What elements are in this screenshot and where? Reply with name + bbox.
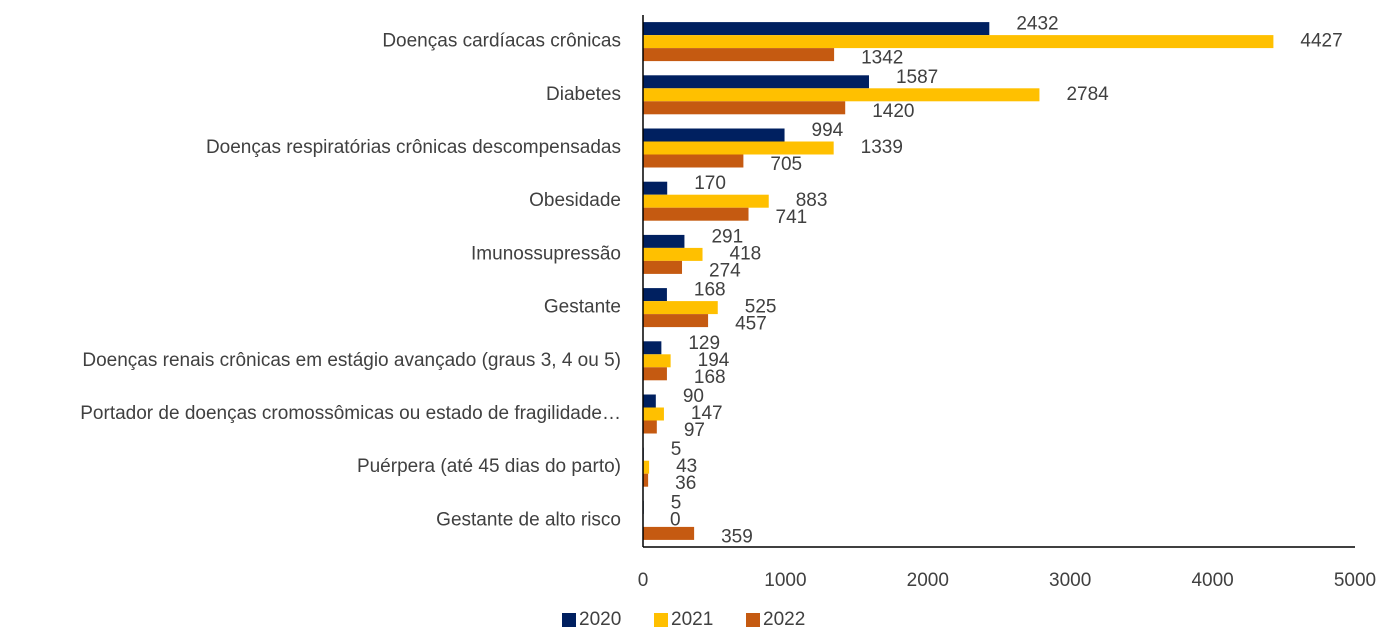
data-label: 741 (776, 207, 808, 228)
data-label: 97 (684, 420, 705, 441)
bar (643, 460, 650, 474)
data-label: 1587 (896, 67, 938, 88)
bar (643, 234, 685, 248)
category-label: Gestante de alto risco (436, 509, 621, 530)
category-label: Imunossupressão (471, 243, 621, 264)
category-label: Puérpera (até 45 dias do parto) (357, 456, 621, 477)
bar (643, 260, 683, 274)
bar (643, 314, 709, 328)
bar (643, 341, 662, 355)
bar (643, 128, 785, 142)
x-tick-label: 3000 (1049, 570, 1091, 591)
data-label: 0 (670, 509, 681, 530)
data-label: 291 (711, 226, 743, 247)
bar (643, 288, 667, 302)
data-label: 129 (688, 333, 720, 354)
category-label: Doenças cardíacas crônicas (382, 31, 621, 52)
data-label: 1420 (872, 101, 914, 122)
x-tick-label: 4000 (1191, 570, 1233, 591)
bar (643, 154, 744, 168)
x-tick-label: 0 (638, 570, 649, 591)
data-label: 883 (796, 190, 828, 211)
bar (643, 35, 1274, 49)
data-label: 36 (675, 473, 696, 494)
bar (643, 101, 846, 115)
category-label: Gestante (544, 297, 621, 318)
legend-label: 2022 (763, 609, 805, 627)
data-label: 2432 (1016, 14, 1058, 35)
legend-swatch (562, 613, 576, 627)
x-tick-label: 2000 (907, 570, 949, 591)
bar (643, 141, 834, 155)
bar (643, 22, 990, 36)
data-label: 5 (671, 439, 682, 460)
x-tick-label: 5000 (1334, 570, 1376, 591)
bar (643, 194, 769, 208)
category-label: Doenças renais crônicas em estágio avanç… (82, 350, 621, 371)
bar (643, 181, 668, 195)
data-label: 4427 (1300, 31, 1342, 52)
data-label: 43 (676, 456, 697, 477)
category-label: Portador de doenças cromossômicas ou est… (80, 403, 621, 424)
bar (643, 473, 649, 487)
data-label: 168 (694, 280, 726, 301)
bar (643, 207, 749, 221)
category-label: Doenças respiratórias crônicas descompen… (206, 137, 621, 158)
data-label: 90 (683, 386, 704, 407)
data-label: 994 (812, 120, 844, 141)
legend-swatch (746, 613, 760, 627)
data-label: 170 (694, 173, 726, 194)
bar (643, 394, 656, 408)
data-label: 457 (735, 314, 767, 335)
bar (643, 407, 664, 421)
bar (643, 354, 671, 368)
data-label: 1342 (861, 48, 903, 69)
bar (643, 301, 718, 315)
data-label: 359 (721, 526, 753, 547)
bar (643, 48, 835, 62)
x-tick-label: 1000 (764, 570, 806, 591)
bar (643, 75, 869, 89)
data-label: 168 (694, 367, 726, 388)
bar (643, 420, 657, 434)
data-label: 705 (770, 154, 802, 175)
category-label: Diabetes (546, 84, 621, 105)
legend-label: 2020 (579, 609, 621, 627)
category-label: Obesidade (529, 190, 621, 211)
data-label: 1339 (861, 137, 903, 158)
bar (643, 88, 1040, 102)
legend-label: 2021 (671, 609, 713, 627)
bar (643, 526, 695, 540)
data-label: 5 (671, 492, 682, 513)
data-label: 274 (709, 260, 741, 281)
bar (643, 367, 667, 381)
data-label: 2784 (1066, 84, 1109, 105)
data-label: 525 (745, 297, 777, 318)
legend-swatch (654, 613, 668, 627)
data-label: 418 (730, 243, 762, 264)
data-label: 194 (698, 350, 730, 371)
bar (643, 247, 703, 261)
data-label: 147 (691, 403, 723, 424)
